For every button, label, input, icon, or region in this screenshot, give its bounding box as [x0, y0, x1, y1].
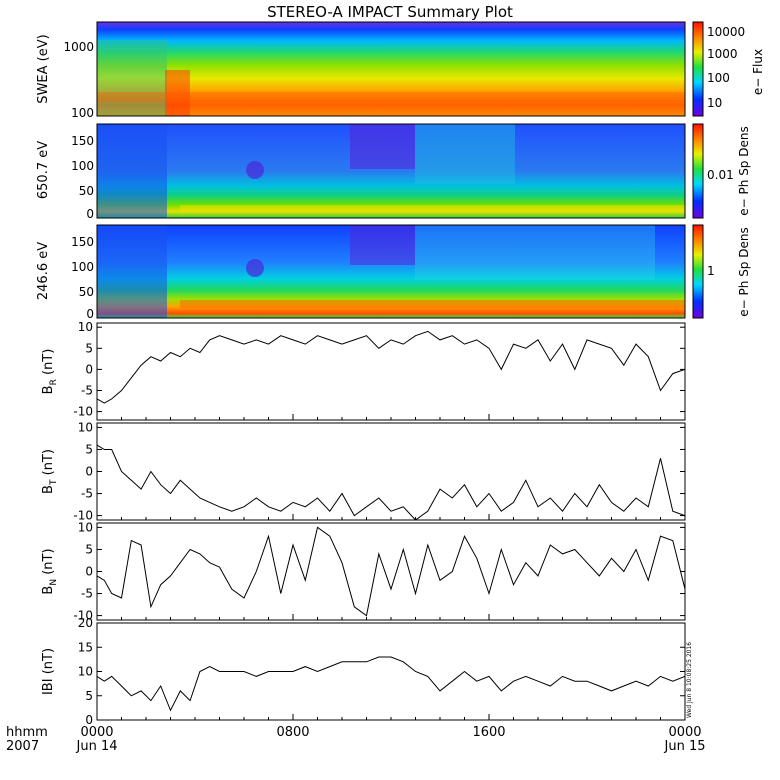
swea-panel: SWEA (eV) 1000 100: [36, 21, 686, 120]
pad246-ytick-150: 150: [71, 235, 94, 249]
pad650-cyan-patch: [415, 124, 515, 184]
pad650-dark-patch: [350, 124, 415, 169]
bn-ytick-label: -10: [73, 609, 93, 623]
x-axis: 0000 0800 1600 0000 Jun 14 Jun 15 hhmm 2…: [6, 725, 706, 754]
swea-ylabel: SWEA (eV): [36, 34, 51, 103]
swea-ytick-100: 100: [71, 106, 94, 120]
bt-panel: 10 5 0 -5 -10 BT (nT): [41, 420, 686, 523]
bmag-panel: 20 15 10 5 0 IBI (nT): [41, 616, 686, 727]
pad650-ytick-0: 0: [86, 207, 94, 221]
bmag-ylabel: IBI (nT): [41, 648, 56, 695]
pad246-ytick-50: 50: [79, 285, 94, 299]
swea-spectrogram: [97, 22, 685, 116]
pad650-early-patch: [97, 124, 167, 218]
swea-frame: [96, 21, 686, 117]
bt-ytick-label: 5: [85, 442, 93, 456]
swea-ytick-1000: 1000: [63, 40, 94, 54]
br-ytick-label: -10: [73, 405, 93, 419]
bt-trace: [97, 444, 685, 520]
bt-ylabel: BT (nT): [41, 449, 59, 494]
pad246-ytick-100: 100: [71, 260, 94, 274]
pad246-ylabel: 246.6 eV: [36, 242, 51, 300]
pad246-frame: [96, 224, 686, 319]
bmag-ytick-label: 20: [78, 616, 93, 630]
bn-ytick-label: -5: [81, 587, 93, 601]
plot-title: STEREO-A IMPACT Summary Plot: [267, 3, 513, 21]
br-ylabel: BR (nT): [41, 349, 59, 395]
x-tick-0000-end: 0000: [668, 725, 701, 740]
pad650-colorbar: 0.01 e− Ph Sp Dens: [692, 123, 751, 219]
pad650-ytick-100: 100: [71, 159, 94, 173]
pad246-blob: [246, 259, 264, 277]
pad650-panel: 650.7 eV 150 100 50 0: [36, 123, 686, 221]
pad246-early-patch: [97, 225, 167, 318]
x-date-start: Jun 14: [76, 739, 118, 754]
br-frame: [96, 322, 686, 421]
br-panel: 10 5 0 -5 -10 BR (nT): [41, 320, 686, 421]
br-trace: [97, 330, 685, 404]
br-ytick-label: 5: [85, 341, 93, 355]
bn-ytick-label: 0: [85, 565, 93, 579]
pad246-panel: 246.6 eV 150 100 50 0: [36, 224, 686, 321]
pad246-ytick-0: 0: [86, 307, 94, 321]
br-ytick-label: 10: [78, 320, 93, 334]
pad246-colorbar-label: e− Ph Sp Dens: [737, 227, 751, 316]
swea-burst-patch: [165, 70, 190, 116]
x-date-end: Jun 15: [664, 739, 706, 754]
bn-ytick-label: 10: [78, 520, 93, 534]
pad246-bottom-band: [180, 300, 685, 308]
swea-early-patch: [97, 40, 167, 116]
swea-colorbar-tick-10: 10: [707, 96, 722, 110]
swea-colorbar-tick-10000: 10000: [707, 25, 745, 39]
pad246-colorbar-scale: [692, 224, 704, 319]
pad650-ytick-50: 50: [79, 184, 94, 198]
bn-ytick-label: 5: [85, 542, 93, 556]
bmag-ytick-label: 15: [78, 640, 93, 654]
swea-colorbar-tick-100: 100: [707, 71, 730, 85]
pad650-blob: [246, 161, 264, 179]
br-ytick-label: -5: [81, 383, 93, 397]
x-tick-1600: 1600: [472, 725, 505, 740]
bn-panel: 10 5 0 -5 -10 BN (nT): [41, 520, 686, 623]
bt-ytick-label: 0: [85, 465, 93, 479]
bn-ylabel: BN (nT): [41, 548, 59, 594]
bt-frame: [96, 422, 686, 521]
pad650-frame: [96, 123, 686, 219]
bt-ytick-label: -10: [73, 509, 93, 523]
pad650-ylabel: 650.7 eV: [36, 141, 51, 199]
pad246-colorbar: 1 e− Ph Sp Dens: [692, 224, 751, 319]
swea-colorbar-tick-1000: 1000: [707, 47, 738, 61]
bmag-trace: [97, 656, 685, 712]
bmag-ytick-label: 10: [78, 665, 93, 679]
swea-colorbar: 10000 1000 100 10 e− Flux: [692, 21, 765, 117]
pad650-colorbar-label: e− Ph Sp Dens: [737, 126, 751, 215]
bn-trace: [97, 526, 685, 617]
swea-late-band: [97, 92, 685, 102]
x-year-label: 2007: [6, 739, 39, 754]
side-timestamp: Wed Jun 8 10:08:25 2016: [686, 642, 693, 718]
swea-colorbar-scale: [692, 21, 704, 117]
bmag-ytick-label: 5: [85, 689, 93, 703]
bt-ytick-label: -5: [81, 487, 93, 501]
pad246-colorbar-tick-1: 1: [707, 264, 715, 278]
pad246-cyan-patch: [415, 225, 655, 280]
magnetic-field-panels: 10 5 0 -5 -10 BR (nT) 10 5 0 -5 -10 BT (nT) 10 5 0 -5 -1…: [41, 320, 686, 727]
pad650-colorbar-tick-0.01: 0.01: [707, 168, 734, 182]
bmag-ytick-label: 0: [85, 713, 93, 727]
x-tick-0000: 0000: [80, 725, 113, 740]
br-ytick-label: 0: [85, 362, 93, 376]
pad650-bottom-band: [180, 205, 685, 211]
x-hhmm-label: hhmm: [6, 725, 48, 740]
bn-frame: [96, 522, 686, 621]
pad650-colorbar-scale: [692, 123, 704, 219]
swea-colorbar-label: e− Flux: [751, 49, 765, 95]
bt-ytick-label: 10: [78, 420, 93, 434]
x-tick-0800: 0800: [276, 725, 309, 740]
pad650-ytick-150: 150: [71, 134, 94, 148]
pad246-dark-patch: [350, 225, 415, 265]
bmag-frame: [96, 622, 686, 721]
